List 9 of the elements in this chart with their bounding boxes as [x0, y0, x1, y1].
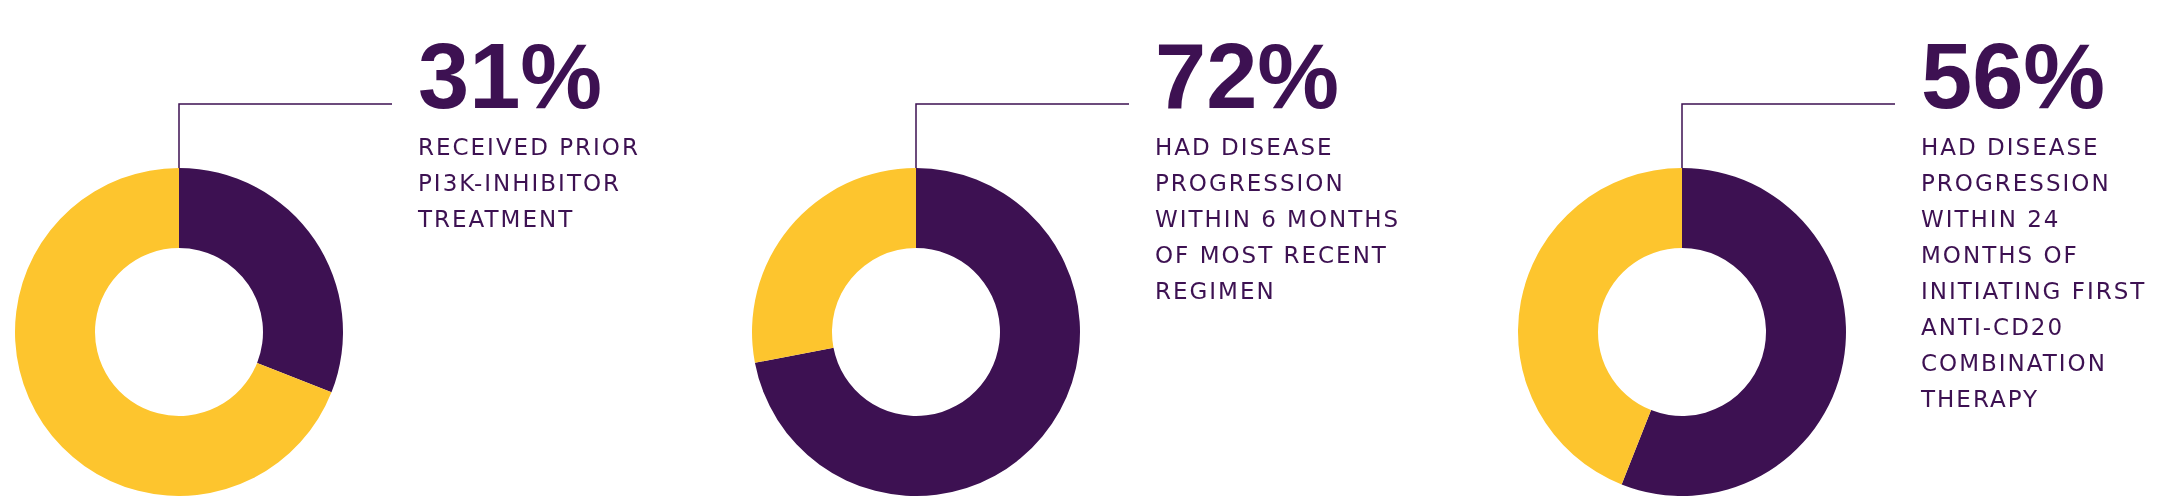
- donut-slice: [15, 168, 332, 496]
- text: HAD DISEASE PROGRESSION WITHIN 6 MONTHS OF MOST RECENT REGIMEN: [1155, 134, 1401, 304]
- data-label: 72%: [1155, 25, 1340, 127]
- data-label: 56%: [1921, 25, 2106, 127]
- data-label: 31%: [418, 25, 603, 127]
- donut-slice: [1518, 168, 1682, 485]
- text: RECEIVED PRIOR PI3K-INHIBITOR TREATMENT: [417, 134, 640, 232]
- text: HAD DISEASE PROGRESSION WITHIN 24 MONTHS OF INITIATING FIRST ANTI-CD20 COMBINATION THERAPY: [1920, 134, 2147, 412]
- donut-slice: [752, 168, 916, 363]
